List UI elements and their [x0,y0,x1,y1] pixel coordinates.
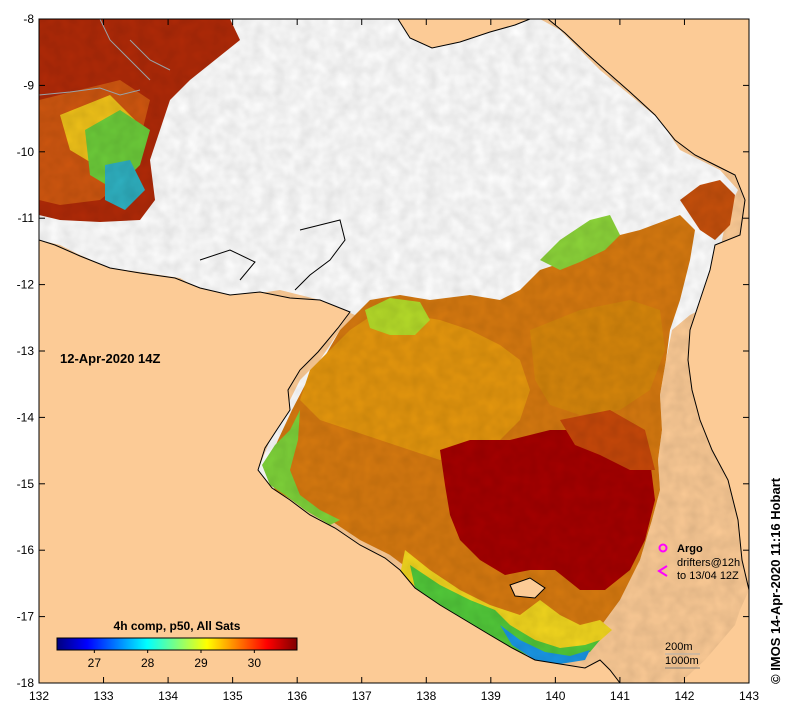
drifters-period-label: to 13/04 12Z [677,570,739,582]
land-overlay-north [398,19,530,48]
y-tick-label: -14 [17,410,35,424]
y-tick-label: -11 [18,211,35,225]
colorbar-tick-label: 28 [141,656,155,670]
drifters-label: drifters@12h [677,557,740,569]
y-tick-label: -10 [17,145,35,159]
land-overlay-south [39,240,749,683]
argo-label: Argo [677,543,703,555]
x-tick-label: 136 [287,689,307,703]
y-axis: -8 -9 -10 -11 -12 -13 -14 -15 -16 -17 -18 [17,12,749,690]
x-axis: 132 133 134 135 136 137 138 139 140 141 142 143 [29,19,759,703]
isobath-200m-label: 200m [665,641,693,653]
colorbar-tick-label: 29 [194,656,208,670]
colorbar-title: 4h comp, p50, All Sats [114,619,241,633]
x-tick-label: 134 [158,689,178,703]
drifter-arrow-icon [657,565,668,577]
y-tick-label: -15 [17,477,35,491]
y-tick-label: -17 [17,610,35,624]
colorbar: 4h comp, p50, All Sats 27 28 29 30 [56,619,298,670]
x-tick-label: 142 [674,689,694,703]
x-tick-label: 137 [352,689,372,703]
x-tick-label: 133 [94,689,114,703]
land-island [510,578,545,598]
y-tick-label: -12 [17,278,35,292]
legend: Argo drifters@12h to 13/04 12Z 200m 1000… [657,543,740,669]
y-tick-label: -18 [17,676,35,690]
y-tick-label: -13 [17,344,35,358]
x-tick-label: 140 [545,689,565,703]
colorbar-tick-label: 27 [88,656,102,670]
y-tick-label: -16 [17,543,35,557]
x-tick-label: 138 [416,689,436,703]
land-overlay-east [548,19,749,590]
plot-area [39,19,749,683]
colorbar-tick-label: 30 [248,656,262,670]
isobath-1000m-label: 1000m [665,655,699,667]
date-label: 12-Apr-2020 14Z [60,351,160,366]
credit-label: © IMOS 14-Apr-2020 11:16 Hobart [768,477,783,684]
y-tick-label: -9 [23,78,34,92]
x-tick-label: 135 [223,689,243,703]
argo-marker-icon [658,543,668,553]
rivers [39,19,171,96]
x-tick-label: 139 [481,689,501,703]
x-tick-label: 132 [29,689,49,703]
y-tick-label: -8 [23,12,34,26]
colorbar-bar [56,637,298,651]
x-tick-label: 143 [739,689,759,703]
sst-field [39,19,749,683]
colorbar-ticks: 27 28 29 30 [88,650,262,670]
x-tick-label: 141 [610,689,630,703]
coastlines [39,19,749,683]
